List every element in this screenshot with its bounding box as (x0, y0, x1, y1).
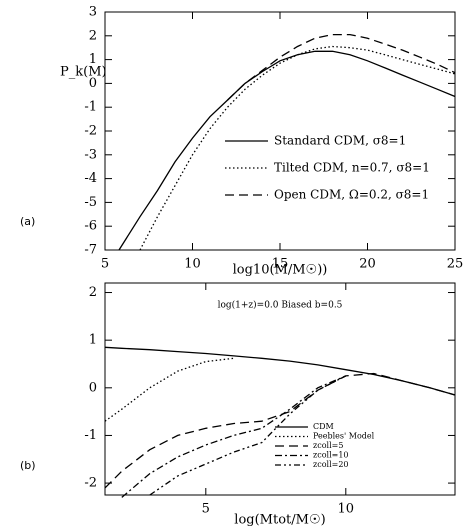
series-line (149, 375, 347, 496)
legend-label: zcoll=20 (313, 460, 349, 469)
y-tick-label: 3 (89, 5, 97, 20)
y-tick-label: 2 (89, 285, 97, 300)
panel-label: (b) (20, 459, 36, 472)
series-line (104, 357, 234, 422)
panel-label: (a) (20, 215, 35, 228)
x-axis-label: log10(M/M☉)) (233, 263, 328, 278)
x-tick-label: 15 (272, 257, 289, 272)
series-line (121, 375, 347, 498)
y-tick-label: -1 (84, 100, 97, 115)
y-tick-label: -1 (84, 428, 97, 443)
legend-label: zcoll=10 (313, 451, 349, 460)
y-tick-label: -4 (84, 171, 97, 186)
x-tick-label: 5 (202, 502, 210, 517)
plot-frame (104, 282, 456, 496)
legend-label: zcoll=5 (313, 441, 343, 450)
y-tick-label: 1 (89, 52, 97, 67)
annotation: log(1+z)=0.0 Biased b=0.5 (218, 300, 343, 311)
x-tick-label: 10 (338, 502, 355, 517)
y-tick-label: -6 (84, 219, 97, 234)
series-line (118, 50, 456, 251)
legend-label: Peebles' Model (313, 432, 375, 441)
series-line (104, 346, 456, 396)
series-line (139, 45, 456, 251)
y-tick-label: -3 (84, 147, 97, 162)
legend-label: Open CDM, Ω=0.2, σ8=1 (274, 188, 429, 202)
legend-label: Standard CDM, σ8=1 (274, 134, 406, 148)
y-tick-label: 0 (89, 380, 97, 395)
series-line (104, 372, 456, 489)
legend-label: Tilted CDM, n=0.7, σ8=1 (274, 161, 430, 175)
y-tick-label: -2 (84, 476, 97, 491)
x-tick-label: 20 (359, 257, 376, 272)
x-tick-label: 10 (184, 257, 201, 272)
legend-label: CDM (313, 422, 334, 431)
y-tick-label: -2 (84, 124, 97, 139)
x-axis-label: log(Mtot/M☉) (234, 513, 325, 528)
y-axis-label: P_k(M) (60, 65, 107, 80)
y-tick-label: 2 (89, 28, 97, 43)
y-tick-label: -7 (84, 243, 97, 258)
y-tick-label: -5 (84, 195, 97, 210)
x-tick-label: 5 (101, 257, 109, 272)
series-line (227, 33, 456, 101)
x-tick-label: 25 (447, 257, 464, 272)
y-tick-label: 1 (89, 333, 97, 348)
y-tick-label: 0 (89, 76, 97, 91)
plot-frame (104, 11, 456, 251)
